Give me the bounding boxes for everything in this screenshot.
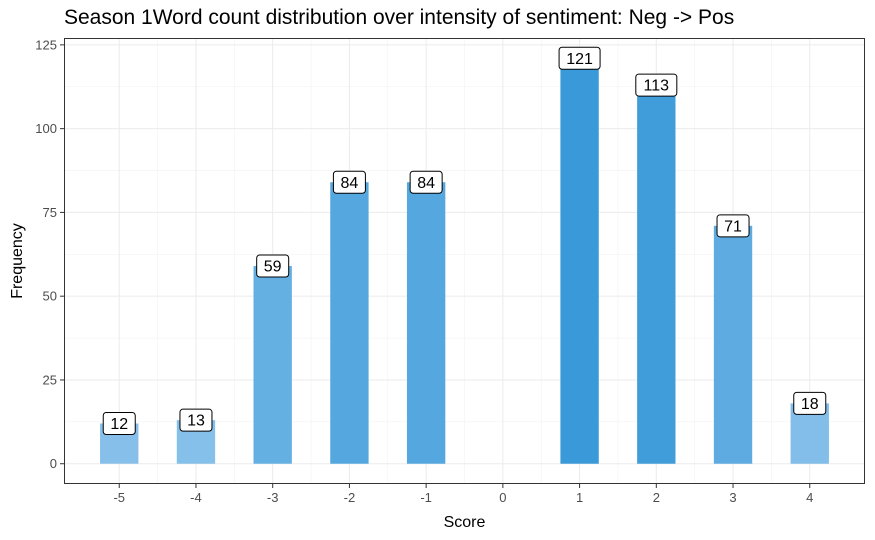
data-label-text: 84	[341, 175, 359, 192]
data-label: 71	[716, 214, 750, 238]
data-label-box	[179, 408, 213, 432]
data-label-text: 84	[417, 175, 435, 192]
x-tick-label: -3	[267, 490, 279, 505]
y-tick-label: 25	[43, 372, 57, 387]
data-label: 121	[558, 46, 601, 70]
data-label-text: 13	[187, 413, 205, 430]
x-tick-label: -5	[113, 490, 125, 505]
data-label: 12	[102, 412, 136, 436]
x-tick-label: 3	[729, 490, 736, 505]
data-label-text: 12	[110, 416, 128, 433]
data-label-box	[716, 214, 750, 238]
data-label-box	[558, 46, 601, 70]
chart-title: Season 1Word count distribution over int…	[64, 6, 735, 29]
x-tick-label: -4	[190, 490, 202, 505]
data-label-box	[793, 391, 827, 415]
x-tick-label: -2	[344, 490, 356, 505]
data-label: 84	[332, 170, 366, 194]
plot-border	[64, 38, 865, 484]
data-label-box	[332, 170, 366, 194]
x-tick-label: 1	[576, 490, 583, 505]
data-label-box	[102, 412, 136, 436]
data-label: 84	[409, 170, 443, 194]
grid-lines	[64, 38, 865, 484]
y-tick-label: 75	[43, 205, 57, 220]
x-tick-label: 0	[499, 490, 506, 505]
y-tick-label: 100	[35, 121, 57, 136]
x-tick-label: -1	[420, 490, 432, 505]
data-label-text: 113	[644, 78, 670, 95]
y-tick-label: 0	[50, 456, 57, 471]
data-label-box	[635, 73, 678, 97]
y-tick-label: 125	[35, 37, 57, 52]
x-tick-label: 2	[653, 490, 660, 505]
data-label-text: 59	[264, 259, 282, 276]
bar	[330, 182, 369, 464]
data-label-text: 121	[566, 51, 593, 68]
data-label-text: 71	[724, 218, 742, 235]
data-labels: 12 13 59 84 84 121 113 71 18	[102, 46, 827, 436]
data-label: 18	[793, 391, 827, 415]
x-axis-title: Score	[444, 514, 486, 531]
data-label-box	[409, 170, 443, 194]
bar	[637, 85, 676, 464]
x-tick-label: 4	[806, 490, 813, 505]
bar	[713, 225, 753, 464]
bar	[560, 58, 599, 464]
y-tick-label: 50	[43, 289, 57, 304]
y-axis-title: Frequency	[9, 223, 26, 299]
data-label-text: 18	[801, 396, 819, 413]
data-label-box	[256, 254, 290, 278]
bar	[406, 182, 446, 464]
bar	[253, 266, 292, 464]
data-label: 59	[256, 254, 290, 278]
data-label: 13	[179, 408, 213, 432]
data-label: 113	[635, 73, 678, 97]
